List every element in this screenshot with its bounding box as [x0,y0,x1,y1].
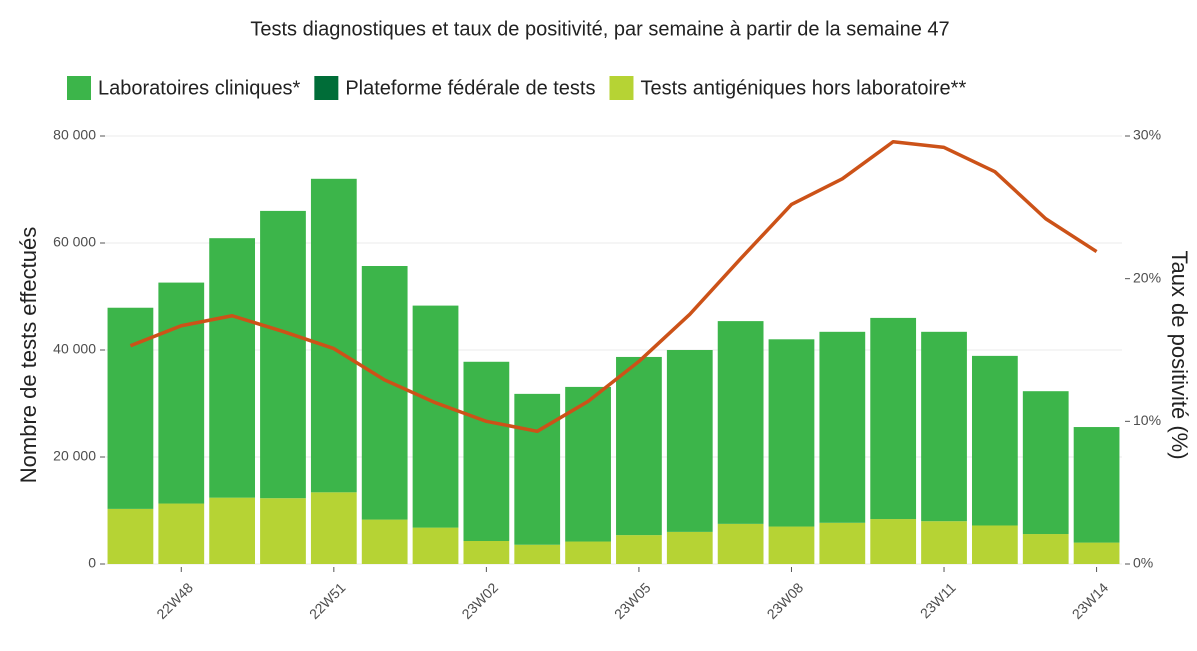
legend-swatch [609,76,634,100]
bar [361,519,408,564]
x-tick-label: 23W14 [1069,579,1112,622]
bar [921,331,967,522]
x-tick-label: 23W11 [917,579,959,621]
bar [1073,427,1120,543]
bar [971,525,1018,564]
y2-axis-title: Taux de positivité (%) [1167,250,1192,459]
legend-swatch [314,76,339,100]
x-tick-label: 22W51 [306,579,349,622]
bar [514,393,561,545]
y2-tick-label: 20% [1133,269,1161,285]
bar [209,238,256,498]
bar [310,492,357,564]
y-tick-label: 60 000 [53,234,96,250]
bar [412,305,459,528]
bar [971,355,1018,526]
bar [565,541,611,564]
bar [158,503,205,564]
bar [616,535,662,564]
bar [361,266,408,520]
y-tick-label: 40 000 [53,341,96,357]
bar [666,531,713,564]
bar [616,356,662,536]
bar [819,522,866,564]
bar [819,331,866,523]
bar [107,508,154,564]
bar [921,521,967,564]
bar [158,282,205,504]
y-axis-title: Nombre de tests effectués [16,227,41,483]
legend-label: Laboratoires cliniques* [98,77,301,99]
y-tick-label: 80 000 [53,127,96,143]
x-tick-label: 23W02 [458,579,501,622]
bar [565,386,611,542]
bar [1073,542,1120,564]
y2-tick-label: 10% [1133,412,1161,428]
bar [310,178,357,493]
bar [717,523,764,564]
bar [463,540,510,564]
y-tick-label: 0 [88,555,96,571]
x-tick-label: 23W08 [764,579,807,622]
bar [870,519,917,564]
bar [260,498,306,564]
y-tick-label: 20 000 [53,448,96,464]
bar [768,526,815,564]
x-tick-label: 22W48 [153,579,196,622]
chart-title: Tests diagnostiques et taux de positivit… [250,18,949,40]
bar [260,210,306,499]
bar [1022,391,1069,535]
y2-tick-label: 0% [1133,555,1153,571]
y2-tick-label: 30% [1133,127,1161,143]
legend-label: Tests antigéniques hors laboratoire** [640,77,966,99]
bar [209,497,256,564]
bar [870,317,917,520]
legend-label: Plateforme fédérale de tests [345,77,595,99]
bar [463,361,510,541]
bar [1022,534,1069,564]
bar [717,321,764,524]
bar [768,339,815,527]
bar [666,350,713,532]
bar [514,544,561,564]
bar [412,527,459,564]
legend-swatch [67,76,91,100]
line [129,139,1098,434]
x-tick-label: 23W05 [611,579,654,622]
